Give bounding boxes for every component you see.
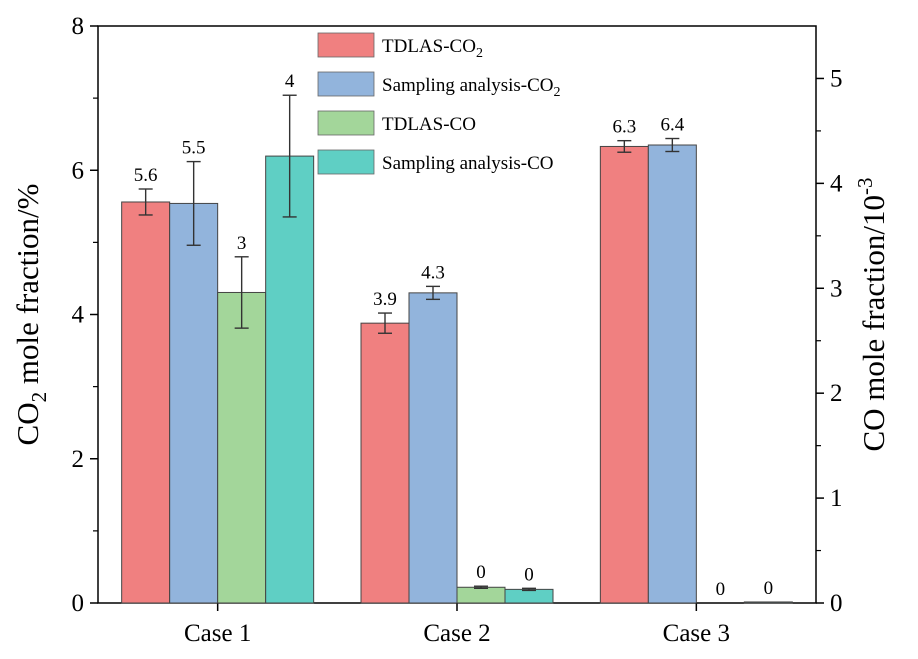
legend-swatch bbox=[317, 149, 375, 175]
x-axis-tick-label: Case 2 bbox=[423, 620, 490, 647]
left-axis-tick-label: 4 bbox=[72, 302, 85, 329]
legend-swatch bbox=[317, 71, 375, 97]
right-axis-tick-label: 2 bbox=[830, 380, 843, 407]
bar bbox=[217, 291, 267, 604]
bar bbox=[169, 202, 219, 604]
bar bbox=[265, 155, 315, 604]
left-axis-title: CO2 mole fraction/% bbox=[10, 184, 51, 446]
data-label: 0 bbox=[764, 578, 774, 599]
right-axis-tick-label: 1 bbox=[830, 485, 843, 512]
data-label: 0 bbox=[524, 564, 534, 585]
right-axis-tick-label: 4 bbox=[830, 170, 843, 197]
left-axis-tick-label: 6 bbox=[72, 157, 85, 184]
right-axis-tick-label: 3 bbox=[830, 275, 843, 302]
data-label: 6.3 bbox=[612, 117, 636, 138]
left-axis-tick-label: 2 bbox=[72, 446, 85, 473]
legend-label: Sampling analysis-CO bbox=[382, 153, 554, 174]
data-label: 5.6 bbox=[134, 165, 158, 186]
bar bbox=[743, 601, 793, 604]
data-label: 4.3 bbox=[421, 262, 445, 283]
legend-swatch bbox=[317, 32, 375, 58]
data-label: 5.5 bbox=[182, 138, 206, 159]
legend-label: TDLAS-CO2 bbox=[382, 36, 483, 61]
legend-label: Sampling analysis-CO2 bbox=[382, 75, 561, 100]
bar bbox=[360, 322, 410, 604]
data-label: 3.9 bbox=[373, 289, 397, 310]
bar bbox=[599, 145, 649, 604]
data-label: 0 bbox=[476, 562, 486, 583]
x-axis-tick-label: Case 1 bbox=[184, 620, 251, 647]
data-label: 6.4 bbox=[660, 115, 684, 136]
left-axis-tick-label: 0 bbox=[72, 590, 85, 617]
bar bbox=[408, 292, 458, 604]
bar bbox=[647, 144, 697, 604]
bar bbox=[456, 586, 506, 604]
data-label: 3 bbox=[237, 233, 247, 254]
legend-swatch bbox=[317, 110, 375, 136]
left-axis-tick-label: 8 bbox=[72, 13, 85, 40]
data-label: 4 bbox=[285, 71, 295, 92]
bar bbox=[121, 201, 171, 604]
right-axis-title: CO mole fraction/10-3 bbox=[853, 177, 891, 451]
bar bbox=[504, 588, 554, 604]
right-axis-tick-label: 0 bbox=[830, 590, 843, 617]
data-label: 0 bbox=[716, 579, 726, 600]
x-axis-tick-label: Case 3 bbox=[663, 620, 730, 647]
right-axis-tick-label: 5 bbox=[830, 65, 843, 92]
legend-label: TDLAS-CO bbox=[382, 114, 476, 135]
